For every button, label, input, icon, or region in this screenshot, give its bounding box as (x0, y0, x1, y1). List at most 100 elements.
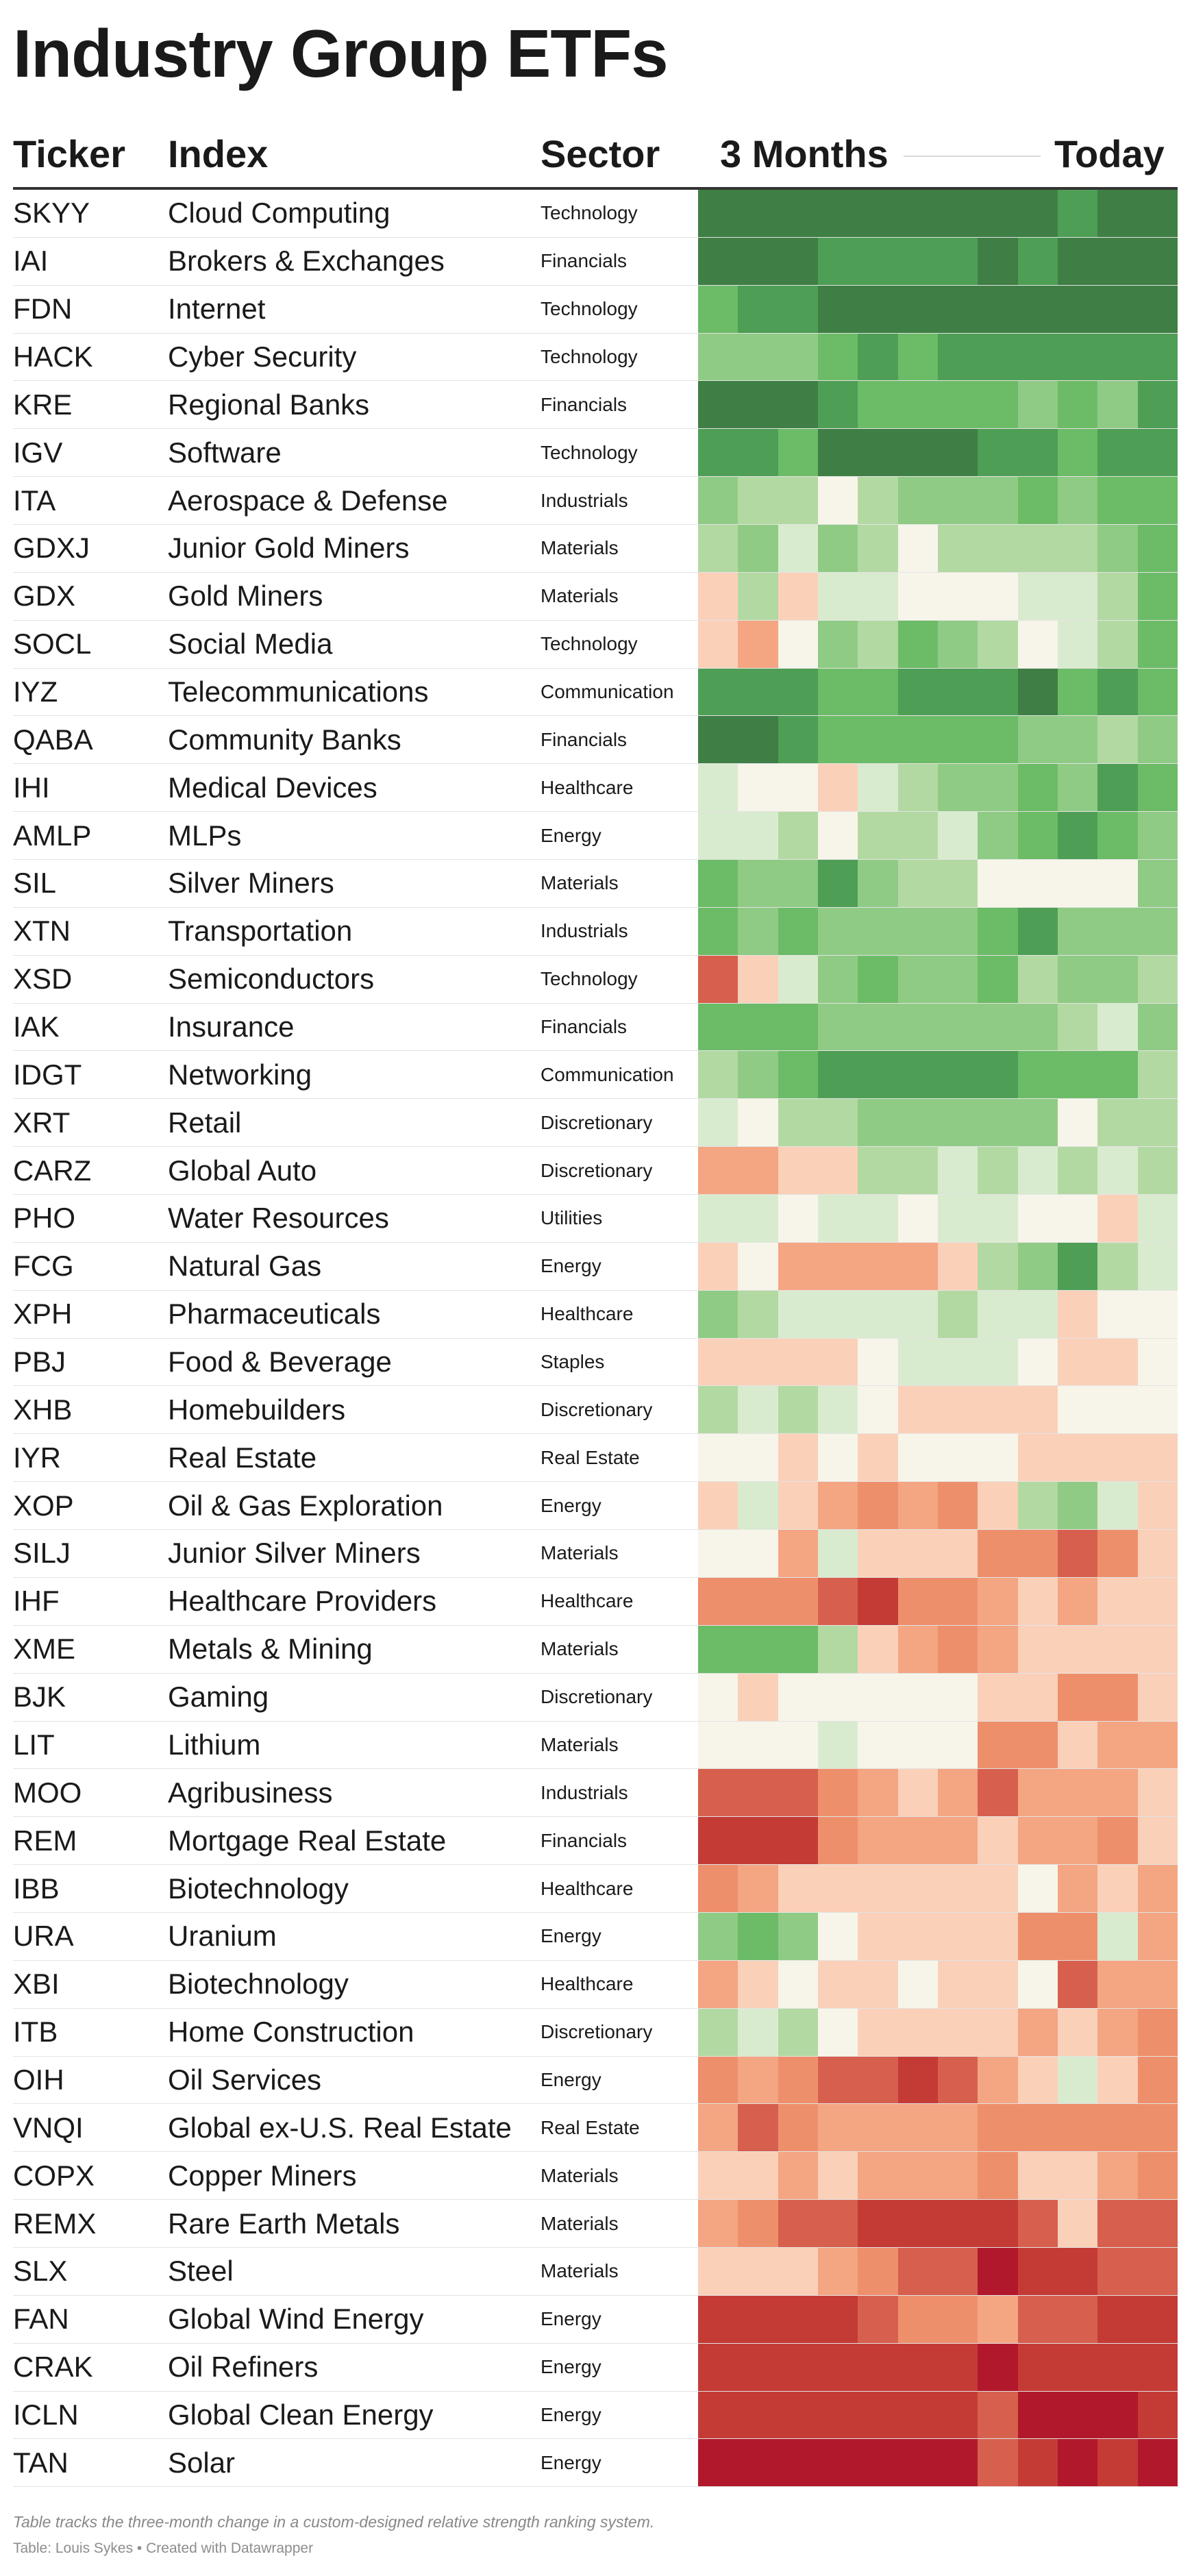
heatmap-cell (698, 860, 738, 907)
heatmap-cell (817, 1530, 858, 1577)
heatmap-cell (1097, 1912, 1138, 1960)
heatmap-cell (1017, 477, 1058, 525)
heatmap-cell (698, 1577, 738, 1625)
heatmap-strip (698, 572, 1178, 620)
heatmap-cell (698, 1147, 738, 1195)
heatmap-cell (1017, 1769, 1058, 1817)
heatmap-strip (698, 860, 1178, 907)
heatmap-cell (897, 1434, 938, 1482)
header-sector[interactable]: Sector (541, 132, 660, 175)
heatmap-cell (858, 1865, 898, 1912)
ticker-cell: XSD (13, 963, 73, 995)
heatmap-cell (698, 620, 738, 668)
heatmap-cell (1057, 1673, 1098, 1721)
heatmap-cell (858, 1960, 898, 2008)
heatmap-cell (817, 1482, 858, 1530)
heatmap-cell (1097, 477, 1138, 525)
header-index[interactable]: Index (168, 132, 269, 175)
heatmap-cell (1137, 1769, 1178, 1817)
heatmap-cell (858, 668, 898, 716)
heatmap-cell (1137, 2391, 1178, 2439)
sector-cell: Industrials (541, 1781, 628, 1803)
sector-cell: Materials (541, 872, 619, 894)
index-cell: Food & Beverage (168, 1346, 392, 1378)
heatmap-strip (698, 285, 1178, 333)
table-row: PBJ Food & Beverage Staples (13, 1338, 1178, 1387)
heatmap-cell (1097, 1482, 1138, 1530)
heatmap-cell (858, 1003, 898, 1051)
heatmap-cell (1017, 1386, 1058, 1434)
heatmap-cell (778, 2295, 818, 2343)
heatmap-cell (698, 1769, 738, 1817)
heatmap-cell (817, 190, 858, 237)
heatmap-cell (937, 668, 978, 716)
ticker-cell: HACK (13, 340, 93, 373)
heatmap-cell (1137, 237, 1178, 285)
heatmap-strip (698, 1099, 1178, 1147)
heatmap-cell (858, 1051, 898, 1099)
sector-cell: Energy (541, 1255, 601, 1277)
heatmap-cell (1097, 1673, 1138, 1721)
index-cell: Insurance (168, 1011, 295, 1043)
index-cell: Social Media (168, 628, 333, 660)
sector-cell: Healthcare (541, 1973, 634, 1995)
heatmap-cell (738, 477, 778, 525)
heatmap-cell (937, 1338, 978, 1386)
heatmap-cell (698, 2200, 738, 2247)
heatmap-cell (1097, 381, 1138, 429)
heatmap-cell (1057, 1386, 1098, 1434)
heatmap-cell (978, 1912, 1018, 1960)
heatmap-cell (1057, 429, 1098, 477)
heatmap-cell (858, 812, 898, 860)
heatmap-cell (817, 2200, 858, 2247)
heatmap-cell (858, 2295, 898, 2343)
index-cell: Networking (168, 1058, 312, 1091)
heatmap-strip (698, 190, 1178, 237)
heatmap-cell (978, 1434, 1018, 1482)
ticker-cell: QABA (13, 723, 93, 756)
sector-cell: Industrials (541, 920, 628, 942)
table-row: ITA Aerospace & Defense Industrials (13, 477, 1178, 525)
heatmap-cell (1137, 2008, 1178, 2056)
heatmap-cell (897, 1625, 938, 1673)
ticker-cell: PHO (13, 1202, 76, 1235)
heatmap-cell (817, 1912, 858, 1960)
header-ticker[interactable]: Ticker (13, 132, 125, 175)
index-cell: Water Resources (168, 1202, 389, 1235)
ticker-cell: PBJ (13, 1346, 66, 1378)
heatmap-cell (1057, 381, 1098, 429)
heatmap-cell (978, 525, 1018, 572)
heatmap-cell (1017, 2200, 1058, 2247)
heatmap-strip (698, 2056, 1178, 2104)
heatmap-cell (738, 1960, 778, 2008)
heatmap-cell (817, 1960, 858, 2008)
heatmap-cell (937, 429, 978, 477)
heatmap-cell (817, 1195, 858, 1242)
heatmap-cell (1097, 2152, 1138, 2200)
heatmap-cell (1057, 1195, 1098, 1242)
index-cell: Metals & Mining (168, 1633, 373, 1665)
heatmap-cell (897, 1769, 938, 1817)
heatmap-cell (817, 572, 858, 620)
heatmap-cell (1137, 190, 1178, 237)
heatmap-cell (1097, 860, 1138, 907)
heatmap-cell (978, 1482, 1018, 1530)
heatmap-cell (978, 1673, 1018, 1721)
sector-cell: Materials (541, 1542, 619, 1564)
sector-cell: Financials (541, 250, 628, 272)
heatmap-cell (1057, 237, 1098, 285)
ticker-cell: XRT (13, 1106, 71, 1139)
heatmap-cell (778, 1482, 818, 1530)
heatmap-cell (1137, 907, 1178, 955)
heatmap-cell (698, 2247, 738, 2295)
heatmap-cell (978, 2104, 1018, 2152)
heatmap-cell (778, 1338, 818, 1386)
heatmap-cell (897, 2295, 938, 2343)
heatmap-cell (1137, 812, 1178, 860)
heatmap-cell (778, 2152, 818, 2200)
heatmap-cell (817, 1865, 858, 1912)
heatmap-cell (817, 381, 858, 429)
heatmap-cell (1057, 716, 1098, 764)
table-row: BJK Gaming Discretionary (13, 1673, 1178, 1722)
heatmap-cell (778, 1051, 818, 1099)
